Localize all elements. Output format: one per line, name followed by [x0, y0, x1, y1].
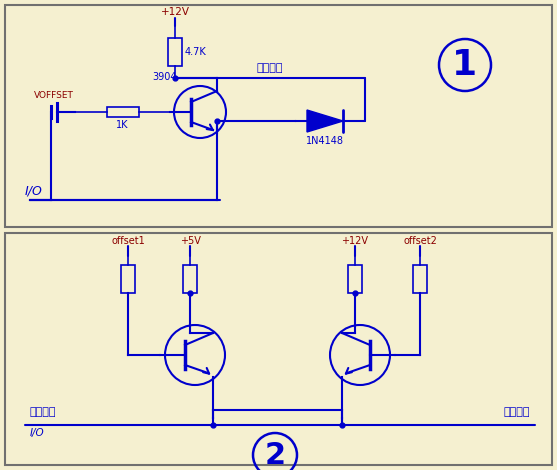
Bar [5, 5, 552, 227]
Text: +12V: +12V [341, 236, 369, 246]
Text: offset2: offset2 [403, 236, 437, 246]
Text: 1K: 1K [116, 120, 129, 130]
Text: 1: 1 [452, 48, 477, 82]
Text: 4.7K: 4.7K [185, 47, 207, 57]
Bar [106, 107, 139, 117]
Text: +5V: +5V [179, 236, 201, 246]
Text: I/O: I/O [25, 185, 43, 198]
Text: I/O: I/O [30, 428, 45, 438]
Bar [348, 265, 362, 292]
Polygon shape [307, 110, 343, 132]
Bar [5, 233, 552, 465]
Text: +12V: +12V [160, 7, 189, 17]
Text: 通讯总线: 通讯总线 [257, 63, 284, 73]
Text: 2: 2 [265, 440, 286, 470]
Bar [413, 265, 427, 292]
Bar [121, 265, 135, 292]
Text: 3904: 3904 [153, 72, 177, 82]
Text: 高电压侧: 高电压侧 [504, 407, 530, 417]
Text: 1N4148: 1N4148 [306, 136, 344, 146]
Text: VOFFSET: VOFFSET [34, 91, 74, 100]
Bar [183, 265, 197, 292]
Text: 低电压侧: 低电压侧 [30, 407, 56, 417]
Bar [168, 38, 182, 66]
Text: offset1: offset1 [111, 236, 145, 246]
